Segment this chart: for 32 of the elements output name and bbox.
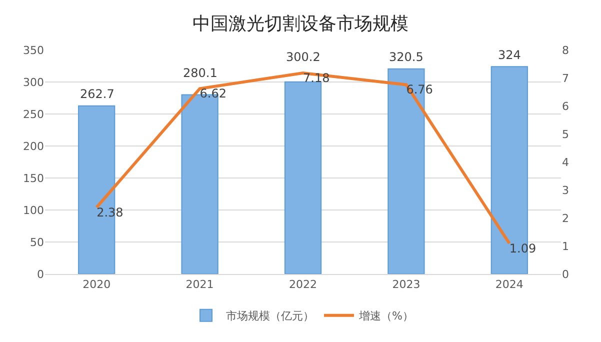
y2-tick-label: 7	[562, 72, 569, 85]
y-tick-label: 50	[30, 236, 44, 249]
x-tick-label: 2024	[495, 278, 524, 292]
y2-tick-label: 6	[562, 100, 569, 113]
y-tick-label: 150	[23, 172, 44, 185]
data-label: 262.7	[80, 87, 114, 101]
x-tick-label: 2022	[289, 278, 317, 292]
data-label: 280.1	[183, 66, 218, 80]
y2-tick-label: 3	[562, 184, 569, 197]
y-tick-label: 250	[23, 108, 44, 121]
y-tick-label: 300	[23, 76, 44, 89]
y2-tick-label: 8	[562, 44, 569, 57]
y-tick-label: 200	[23, 140, 44, 153]
y2-tick-label: 0	[562, 268, 569, 281]
data-label: 300.2	[286, 50, 320, 64]
x-tick-label: 2021	[186, 278, 214, 292]
y-tick-label: 0	[37, 268, 44, 281]
y2-tick-label: 4	[562, 156, 569, 169]
y2-tick-label: 1	[562, 240, 569, 253]
data-label: 2.38	[96, 205, 124, 220]
legend-label: 增速（%）	[358, 310, 414, 323]
x-tick-label: 2020	[82, 278, 111, 292]
y-tick-label: 350	[23, 44, 44, 57]
legend-label: 市场规模（亿元）	[226, 310, 314, 323]
y2-tick-label: 5	[562, 128, 569, 141]
bar	[284, 81, 322, 274]
data-label: 324	[498, 48, 521, 62]
y2-tick-label: 2	[562, 212, 569, 225]
y-tick-label: 100	[23, 204, 44, 217]
data-label: 320.5	[389, 50, 424, 64]
x-tick-label: 2023	[392, 278, 420, 292]
chart-title: 中国激光切割设备市场规模	[192, 14, 408, 35]
